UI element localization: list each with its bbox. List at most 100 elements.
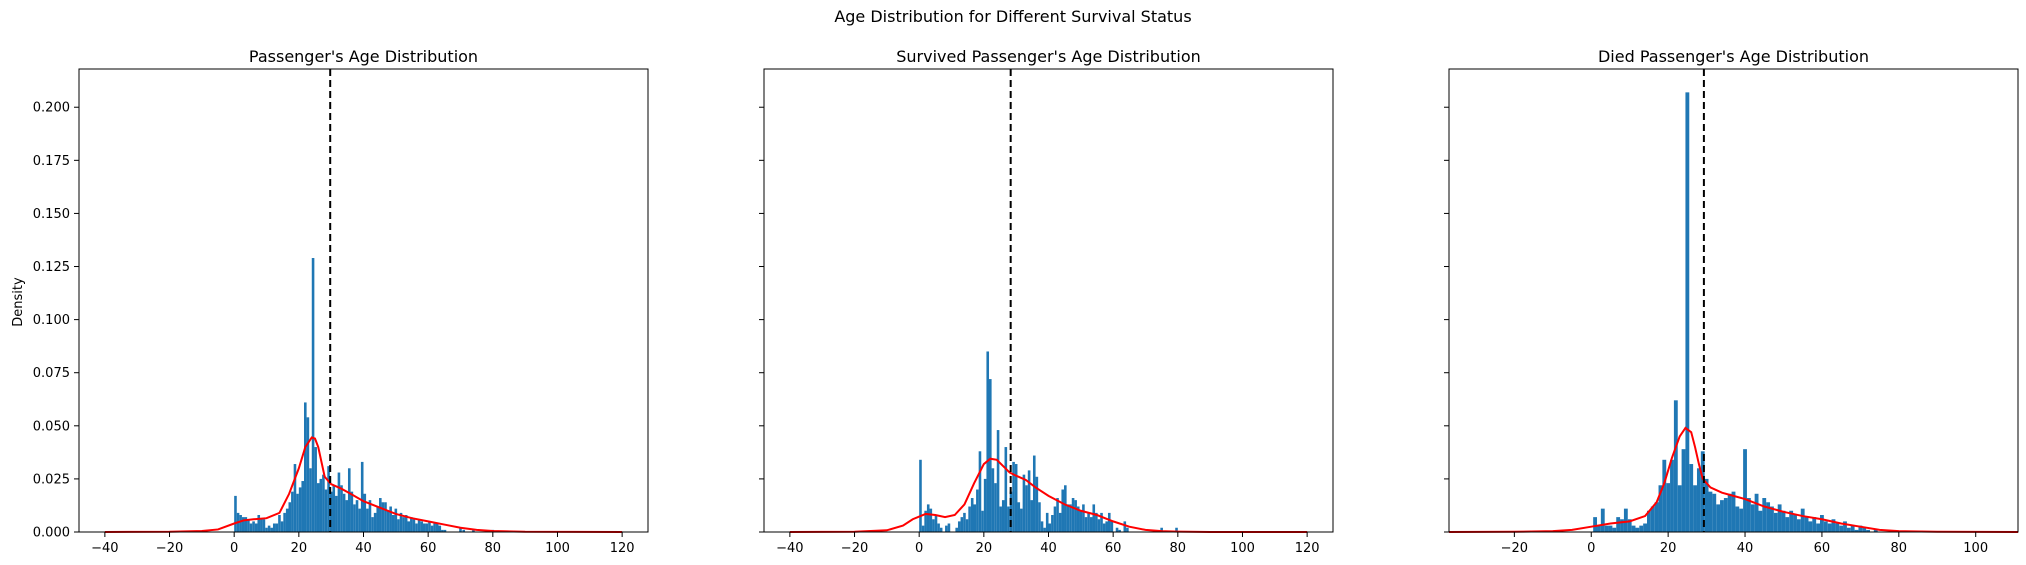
- histogram-bar: [1766, 502, 1771, 532]
- histogram-bar: [1654, 502, 1659, 532]
- y-tick-label: 0.175: [33, 154, 70, 169]
- histogram-bar: [262, 519, 266, 532]
- histogram-bar: [1754, 493, 1759, 532]
- histogram-bar: [947, 523, 951, 532]
- histogram-bar: [1777, 504, 1782, 532]
- histogram-bar: [265, 527, 268, 532]
- histogram-bar: [1839, 525, 1844, 532]
- histogram-bar: [1708, 491, 1713, 532]
- histogram-bar: [919, 459, 922, 532]
- kde-curve: [789, 457, 1308, 533]
- histogram-bar: [1735, 506, 1740, 532]
- histogram-bar: [1110, 521, 1114, 532]
- axes-frame: [1448, 68, 2019, 533]
- x-tick-label: 60: [1105, 541, 1122, 556]
- histogram-bar: [1025, 485, 1028, 532]
- histogram-bar: [1600, 508, 1605, 532]
- histogram-bar: [989, 379, 992, 532]
- histogram-bar: [239, 515, 242, 532]
- histogram-bar: [1012, 461, 1015, 532]
- histogram-bar: [1027, 470, 1031, 532]
- y-tick-label: 0.150: [33, 207, 70, 222]
- histogram-bar: [1762, 498, 1767, 532]
- x-tick-label: −40: [776, 541, 803, 556]
- x-tick-label: 0: [230, 541, 238, 556]
- x-tick-label: 80: [485, 541, 502, 556]
- histogram-bar: [384, 502, 387, 532]
- histogram-bar: [355, 500, 359, 532]
- histogram-bar: [924, 510, 927, 532]
- histogram-bar: [1043, 527, 1046, 532]
- histogram-bar: [1796, 519, 1801, 532]
- histogram-bar: [381, 502, 385, 532]
- histogram-bar: [1816, 523, 1820, 532]
- histogram-bar: [921, 525, 925, 532]
- histogram-bar: [1076, 506, 1080, 532]
- histogram-bar: [252, 521, 255, 532]
- histogram-bar: [1123, 521, 1127, 532]
- histogram-bar: [1048, 523, 1052, 532]
- histogram-bar: [999, 506, 1002, 532]
- histogram-bar: [968, 506, 971, 532]
- histogram-bar: [970, 498, 974, 532]
- histogram-bar: [260, 519, 263, 532]
- histogram-bar: [241, 517, 245, 532]
- histogram-bar: [1082, 504, 1085, 532]
- histogram-bar: [1038, 502, 1041, 532]
- histogram-bar: [283, 512, 286, 532]
- x-tick-label: 80: [1891, 541, 1908, 556]
- histogram-bar: [420, 521, 423, 532]
- histogram-bar: [978, 451, 982, 532]
- histogram-bar: [1095, 512, 1098, 532]
- histogram-bar: [1746, 498, 1751, 532]
- histogram-bar: [1071, 498, 1075, 532]
- histogram-bar: [1014, 464, 1018, 532]
- histogram-bar: [1017, 502, 1021, 532]
- histogram-bar: [412, 519, 416, 532]
- histogram-bar: [399, 512, 403, 532]
- histogram-bar: [407, 521, 411, 532]
- histogram-bar: [1593, 517, 1598, 532]
- y-tick-label: 0.200: [33, 101, 70, 116]
- histogram-bar: [443, 529, 447, 532]
- histogram-bar: [1781, 510, 1786, 532]
- x-tick-label: 120: [610, 541, 635, 556]
- histogram-bar: [996, 430, 1000, 532]
- histogram-bar: [965, 519, 969, 532]
- histogram-bar: [1107, 512, 1111, 532]
- histogram-bar: [1723, 498, 1728, 532]
- figure-suptitle: Age Distribution for Different Survival …: [834, 7, 1191, 26]
- histogram-bar: [1604, 525, 1609, 532]
- histogram-bar: [368, 500, 372, 532]
- x-tick-label: 20: [291, 541, 308, 556]
- histogram-bar: [1035, 476, 1039, 532]
- y-tick-label: 0.100: [33, 313, 70, 328]
- histogram-bar: [945, 525, 948, 532]
- histogram-bar: [1866, 529, 1870, 532]
- histogram-bar: [1670, 459, 1674, 532]
- histogram-bar: [244, 517, 248, 532]
- histogram-bar: [360, 461, 364, 532]
- histogram-bar: [353, 504, 356, 532]
- histogram-bar: [462, 529, 466, 532]
- histogram-bar: [1854, 529, 1859, 532]
- x-tick-label: 0: [1587, 541, 1595, 556]
- histogram-bar: [1058, 512, 1062, 532]
- histogram-bar: [1812, 517, 1817, 532]
- histogram-bar: [1846, 527, 1851, 532]
- histogram-bar: [1820, 515, 1824, 532]
- histogram-bar: [976, 489, 979, 532]
- histogram-bar: [394, 508, 398, 532]
- histogram-bar: [1862, 527, 1867, 532]
- histogram-bar: [1616, 517, 1621, 532]
- histogram-bar: [402, 517, 405, 532]
- histogram-bar: [1053, 506, 1057, 532]
- histogram-bar: [1102, 523, 1106, 532]
- panel-died-passengers: Died Passenger's Age Distribution −20 0 20 4…: [1444, 47, 2019, 556]
- histogram-bar: [1620, 519, 1624, 532]
- histogram-bar: [1004, 447, 1008, 532]
- x-tick-label: 120: [1295, 541, 1320, 556]
- histogram-bar: [1727, 493, 1732, 532]
- histogram-bar: [335, 495, 338, 532]
